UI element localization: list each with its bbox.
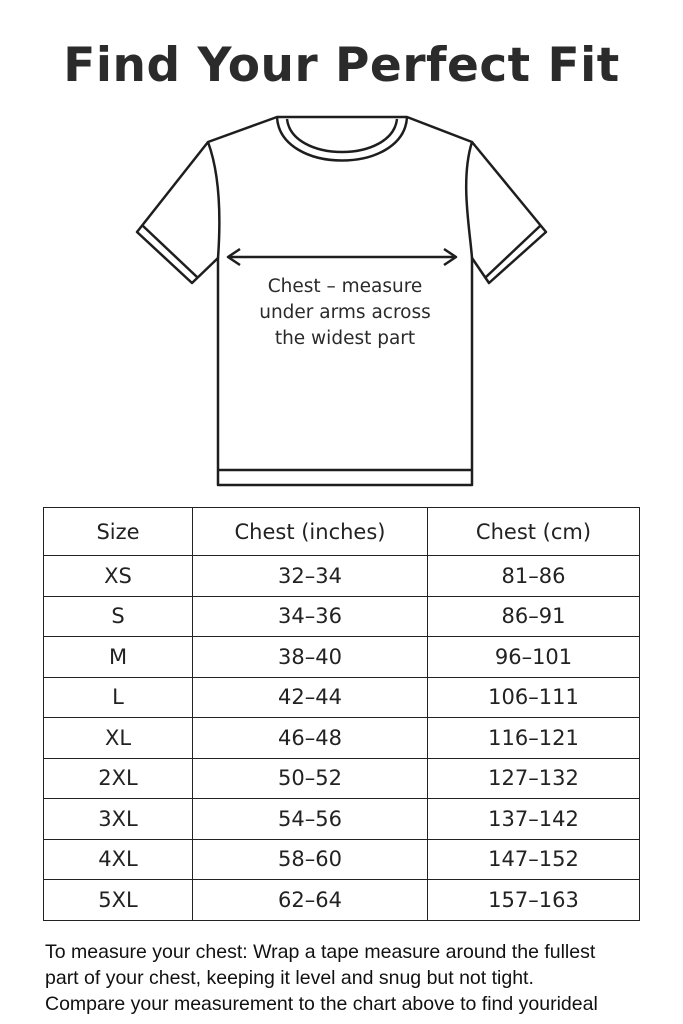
size-chart-table: Size Chest (inches) Chest (cm) XS 32–34 81… (43, 507, 640, 921)
table-row: XL 46–48 116–121 (43, 717, 640, 759)
cell-size: 5XL (43, 879, 193, 921)
cell-chest-inches: 58–60 (192, 838, 428, 880)
table-row: XS 32–34 81–86 (43, 555, 640, 597)
cell-chest-cm: 127–132 (427, 757, 640, 799)
cell-chest-inches: 32–34 (192, 555, 428, 597)
cell-chest-cm: 147–152 (427, 838, 640, 880)
measuring-instructions: To measure your chest: Wrap a tape measu… (45, 939, 675, 1017)
cell-size: S (43, 595, 193, 637)
double-arrow-icon (226, 247, 458, 267)
cell-chest-inches: 38–40 (192, 636, 428, 678)
chest-label-line: the widest part (274, 328, 416, 349)
header-chest-inches: Chest (inches) (192, 507, 428, 556)
header-chest-cm: Chest (cm) (427, 507, 640, 556)
cell-size: 2XL (43, 757, 193, 799)
cell-chest-inches: 42–44 (192, 676, 428, 718)
cell-chest-cm: 157–163 (427, 879, 640, 921)
t-shirt-icon (135, 115, 548, 487)
table-header-row: Size Chest (inches) Chest (cm) (43, 507, 640, 556)
chest-label-line: Chest – measure (267, 276, 423, 297)
cell-size: XS (43, 555, 193, 597)
chest-measure-label: Chest – measure under arms across the wi… (220, 274, 470, 352)
table-row: M 38–40 96–101 (43, 636, 640, 678)
table-row: 5XL 62–64 157–163 (43, 879, 640, 921)
cell-chest-inches: 46–48 (192, 717, 428, 759)
chest-label-line: under arms across (259, 302, 431, 323)
cell-size: M (43, 636, 193, 678)
header-size: Size (43, 507, 193, 556)
cell-chest-cm: 81–86 (427, 555, 640, 597)
page-title: Find Your Perfect Fit (63, 38, 620, 93)
cell-size: 3XL (43, 798, 193, 840)
table-row: L 42–44 106–111 (43, 676, 640, 718)
cell-size: L (43, 676, 193, 718)
cell-chest-cm: 137–142 (427, 798, 640, 840)
table-row: S 34–36 86–91 (43, 595, 640, 637)
cell-chest-cm: 106–111 (427, 676, 640, 718)
cell-chest-inches: 62–64 (192, 879, 428, 921)
note-line: Compare your measurement to the chart ab… (45, 993, 598, 1015)
table-row: 2XL 50–52 127–132 (43, 757, 640, 799)
cell-chest-inches: 50–52 (192, 757, 428, 799)
table-row: 3XL 54–56 137–142 (43, 798, 640, 840)
cell-size: 4XL (43, 838, 193, 880)
cell-size: XL (43, 717, 193, 759)
note-line: To measure your chest: Wrap a tape measu… (45, 941, 596, 963)
cell-chest-cm: 86–91 (427, 595, 640, 637)
cell-chest-cm: 96–101 (427, 636, 640, 678)
cell-chest-inches: 34–36 (192, 595, 428, 637)
cell-chest-cm: 116–121 (427, 717, 640, 759)
cell-chest-inches: 54–56 (192, 798, 428, 840)
note-line: part of your chest, keeping it level and… (45, 967, 534, 989)
table-row: 4XL 58–60 147–152 (43, 838, 640, 880)
